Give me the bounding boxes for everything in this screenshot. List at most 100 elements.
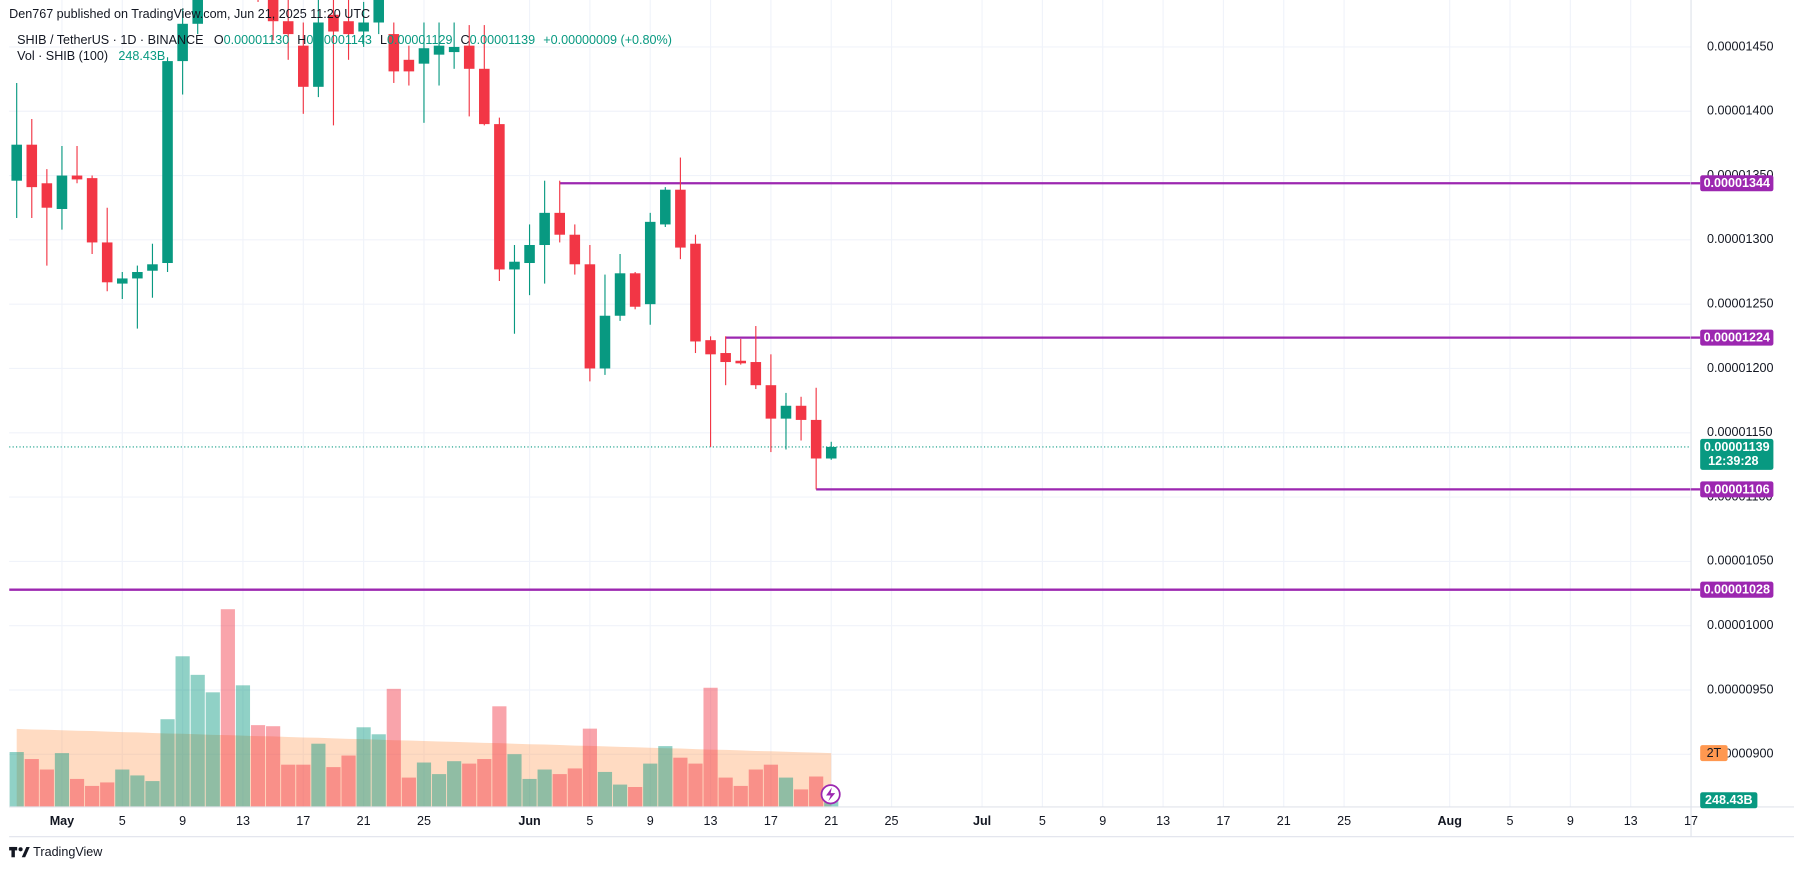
x-tick-label: Aug <box>1437 814 1461 828</box>
volume-bar <box>85 785 100 807</box>
overlay: Den767 published on TradingView.com, Jun… <box>9 7 841 859</box>
volume-bar <box>296 764 311 807</box>
candle-body <box>282 21 294 35</box>
candle-body <box>388 34 400 72</box>
volume-bar <box>793 789 809 807</box>
volume-bar <box>582 728 597 807</box>
volume-bar <box>673 757 688 807</box>
x-tick-label: 17 <box>296 814 310 828</box>
volume-bar <box>809 776 824 807</box>
x-tick-label: 13 <box>236 814 250 828</box>
volume-bar <box>115 769 130 807</box>
y-tick-label: 0.00001200 <box>1707 361 1773 375</box>
candle-body <box>599 315 611 369</box>
volume-value: 248.43B <box>118 50 165 64</box>
y-tick-label: 0.00001300 <box>1707 232 1773 246</box>
symbol: SHIB / TetherUS · 1D · BINANCE <box>17 34 203 48</box>
volume-bar <box>205 692 220 807</box>
volume-name: Vol · SHIB (100) <box>17 50 108 64</box>
volume-bar <box>326 767 341 807</box>
x-tick-label: 21 <box>824 814 838 828</box>
candle-body <box>86 178 98 243</box>
candle-body <box>509 261 520 270</box>
volume-bar <box>567 768 582 807</box>
volume-bar <box>250 725 266 807</box>
volume-bar <box>748 769 763 807</box>
volume-bar <box>190 674 205 807</box>
candle-body <box>343 21 354 35</box>
price-label: 0.00001344 <box>1704 176 1770 190</box>
candle-body <box>675 189 686 248</box>
candle-body <box>433 45 445 55</box>
volume-bar <box>733 785 748 807</box>
volume-bar <box>612 784 628 807</box>
volume-bar <box>145 781 160 807</box>
candle-body <box>780 405 792 419</box>
candle-body <box>825 446 837 459</box>
volume-bar <box>371 734 386 807</box>
volume-ma-area <box>16 728 832 807</box>
volume-label: 248.43B <box>1705 793 1753 807</box>
price-label: 0.00001224 <box>1704 331 1770 345</box>
volume-bar <box>688 763 703 807</box>
volume-bar <box>643 763 658 807</box>
legend-row: SHIB / TetherUS · 1D · BINANCE O 0.000011… <box>17 34 672 48</box>
countdown: 12:39:28 <box>1708 454 1758 468</box>
volume-bar <box>658 746 673 807</box>
volume-bar <box>341 755 356 807</box>
volume-bar <box>718 777 733 807</box>
candle-body <box>358 22 369 32</box>
x-tick-label: 13 <box>1624 814 1638 828</box>
price-label: 0.00001106 <box>1704 482 1770 496</box>
candle-body <box>267 0 279 22</box>
volume-bar <box>235 685 251 807</box>
volume-ma-box <box>1700 745 1728 762</box>
candle-body <box>162 61 173 264</box>
candle-body <box>479 68 490 125</box>
candle-body <box>584 264 596 369</box>
x-tick-label: 25 <box>885 814 899 828</box>
ohlc-key: C <box>461 34 470 48</box>
volume-bar <box>160 719 175 807</box>
x-tick-label: 9 <box>1099 814 1106 828</box>
candle-body <box>41 183 53 208</box>
y-tick-label: 0.00001050 <box>1707 554 1773 568</box>
y-tick-label: 0.00001150 <box>1707 425 1773 439</box>
alert-icon[interactable] <box>820 784 841 805</box>
volume-bar <box>703 687 718 807</box>
y-tick-label: 0.00001250 <box>1707 296 1773 310</box>
volume-bar <box>537 769 552 807</box>
volume-bar <box>628 787 643 807</box>
volume-bar <box>778 777 794 807</box>
candle-body <box>448 46 460 53</box>
volume-bar <box>9 752 24 807</box>
volume-ma-label: 2T <box>1707 746 1722 760</box>
x-tick-label: 17 <box>764 814 778 828</box>
candle-body <box>373 0 384 23</box>
volume-bar <box>39 769 54 807</box>
x-tick-label: 5 <box>119 814 126 828</box>
publish-note: Den767 published on TradingView.com, Jun… <box>9 7 370 21</box>
volume-bar <box>447 761 462 807</box>
candle-body <box>644 221 656 305</box>
volume-bar <box>492 706 507 807</box>
x-tick-label: 25 <box>417 814 431 828</box>
ohlc-value: 0.00001139 <box>470 34 536 48</box>
logo: TradingView <box>9 845 103 859</box>
candle-body <box>720 353 731 363</box>
candle-body <box>192 0 203 24</box>
volume-bar <box>552 774 567 807</box>
candle-body <box>660 189 671 225</box>
candle-body <box>117 278 128 284</box>
candle-body <box>71 175 83 180</box>
volume-bar <box>130 775 145 807</box>
ohlc-key: O <box>214 34 224 48</box>
brand: TradingView <box>33 845 103 859</box>
candle-body <box>56 175 68 209</box>
y-tick-label: 0.00000950 <box>1707 682 1773 696</box>
x-tick-label: 21 <box>357 814 371 828</box>
volume-bar <box>54 753 70 807</box>
volume-bar <box>522 778 537 807</box>
